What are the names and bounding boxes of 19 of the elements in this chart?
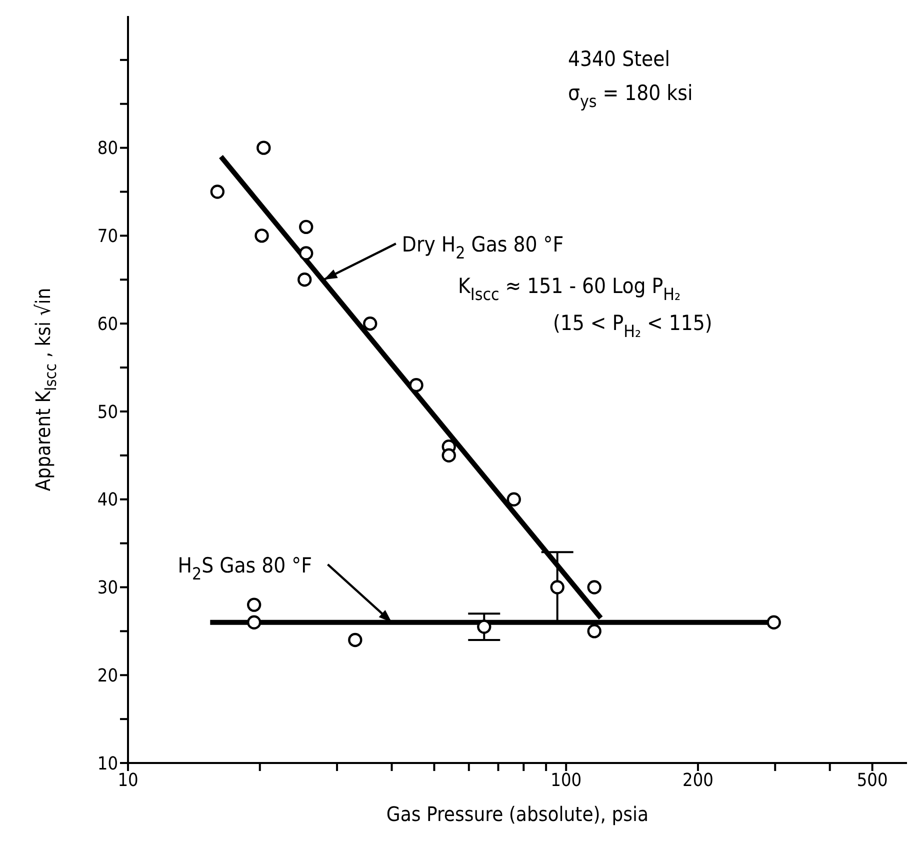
annotation: H$_{2}$S Gas 80 °F xyxy=(178,553,312,584)
y-tick-label: 80 xyxy=(97,138,118,160)
x-tick-label: 100 xyxy=(550,770,582,791)
annotation: (15 < P$_{H₂}$ < 115) xyxy=(553,311,712,341)
y-tick-label: 10 xyxy=(97,753,118,774)
x-tick-label: 200 xyxy=(682,770,714,791)
annotation: 4340 Steel xyxy=(568,47,670,71)
x-tick-label: 500 xyxy=(856,770,888,791)
annotation: σ$_{ys}$ = 180 ksi xyxy=(568,81,693,111)
y-tick-label: 20 xyxy=(97,666,118,687)
x-axis-title: Gas Pressure (absolute), psia xyxy=(386,802,649,826)
annotation: Dry H$_{2}$ Gas 80 °F xyxy=(402,232,564,262)
annotation: K$_{Iscc}$ ≈ 151 - 60 Log P$_{H₂}$ xyxy=(458,274,681,304)
y-tick-label: 70 xyxy=(97,226,118,248)
y-tick-label: 40 xyxy=(97,490,118,511)
y-tick-label: 30 xyxy=(97,578,118,599)
y-tick-label: 50 xyxy=(97,402,118,423)
x-tick-label: 10 xyxy=(118,770,138,791)
y-tick-label: 60 xyxy=(97,314,118,335)
